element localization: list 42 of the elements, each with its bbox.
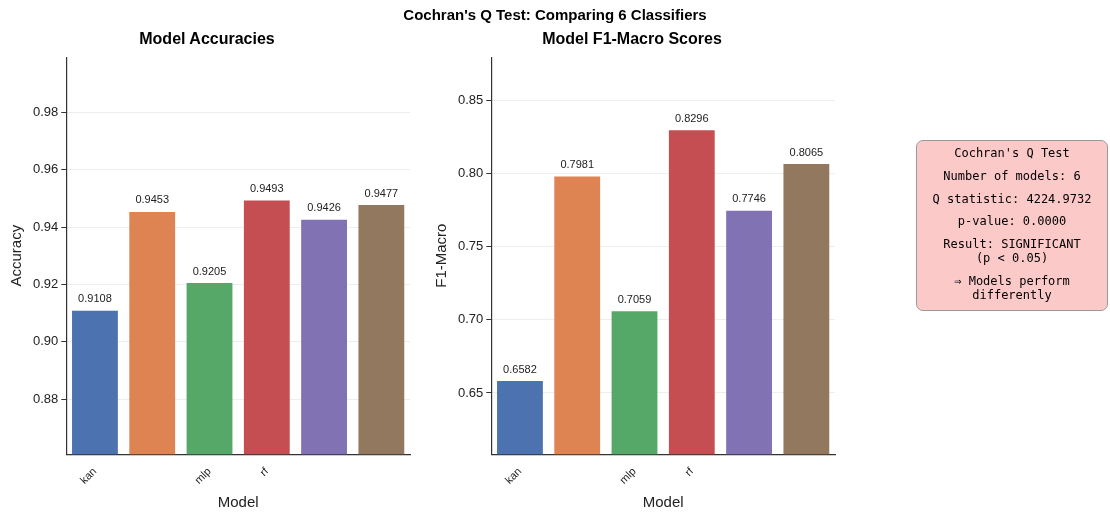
chart-title: Model F1-Macro Scores <box>542 30 722 48</box>
data-label: 0.7059 <box>617 292 652 305</box>
data-label: 0.8296 <box>674 111 709 124</box>
text: Number of models: 6 <box>942 168 1082 184</box>
x-tick-label: kan <box>77 464 99 486</box>
data-label: 0.8065 <box>789 145 824 158</box>
x-axis-title: Model <box>217 493 259 511</box>
y-tick-label: 0.75 <box>457 238 484 254</box>
x-tick-label: kan <box>502 464 524 486</box>
data-label: 0.9108 <box>78 292 112 305</box>
y-tick-label: 0.70 <box>457 311 484 327</box>
data-label: 0.9477 <box>364 186 399 199</box>
data-label: 0.9493 <box>249 182 284 195</box>
text: Cochran's Q Test: Comparing 6 Classifiers <box>402 6 708 23</box>
data-label: 0.6582 <box>503 362 537 375</box>
y-tick-label: 0.80 <box>457 165 484 181</box>
data-label: 0.9453 <box>135 193 170 206</box>
y-tick-label: 0.94 <box>32 218 59 234</box>
data-label: 0.9205 <box>192 264 227 277</box>
text: ⇒ Models perform differently <box>953 273 1071 303</box>
chart-title: Model Accuracies <box>139 30 275 48</box>
data-label: 0.7981 <box>560 157 595 170</box>
x-tick-label: rf <box>257 464 272 479</box>
text: p-value: 0.0000 <box>956 214 1068 230</box>
x-tick-label: mlp <box>192 464 214 486</box>
x-tick-label: rf <box>682 464 697 479</box>
y-axis-title: F1-Macro <box>432 223 450 288</box>
y-tick-label: 0.98 <box>32 104 59 120</box>
y-tick-label: 0.96 <box>32 161 59 177</box>
text: Cochran's Q Test <box>953 146 1071 161</box>
y-tick-label: 0.85 <box>457 92 484 108</box>
y-axis-title: Accuracy <box>7 224 25 287</box>
y-tick-label: 0.90 <box>32 333 59 349</box>
text: Result: SIGNIFICANT (p < 0.05) <box>942 237 1082 266</box>
x-tick-label: mlp <box>617 464 639 486</box>
text: Q statistic: 4224.9732 <box>931 191 1093 207</box>
data-label: 0.9426 <box>307 201 341 214</box>
data-label: 0.7746 <box>732 192 766 205</box>
y-tick-label: 0.92 <box>32 276 59 292</box>
y-tick-label: 0.88 <box>32 390 59 406</box>
y-tick-label: 0.65 <box>457 384 484 400</box>
x-axis-title: Model <box>642 493 684 511</box>
